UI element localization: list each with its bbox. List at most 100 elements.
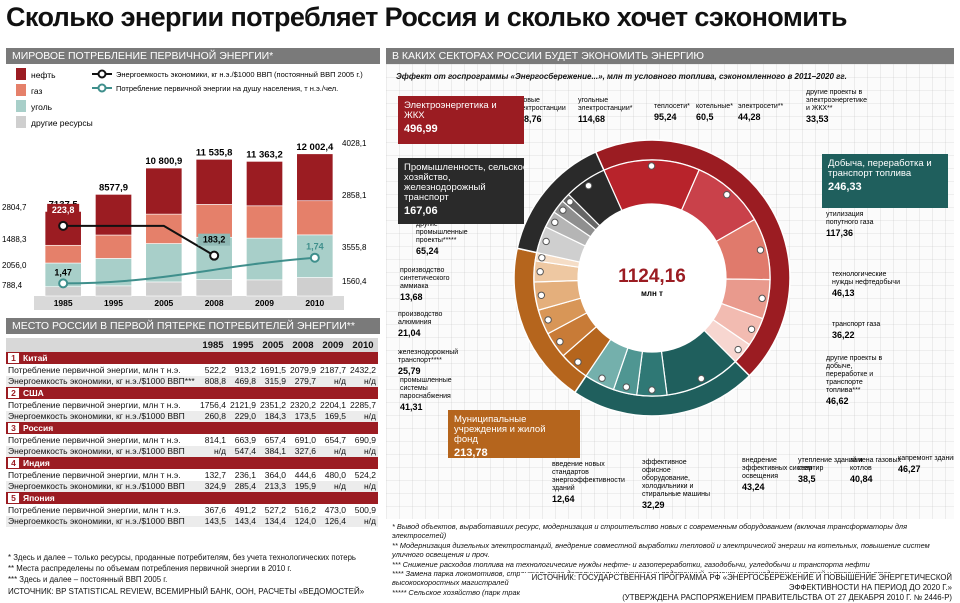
slice-marker xyxy=(598,374,606,382)
table-cell: 657,4 xyxy=(258,434,288,446)
slice-marker xyxy=(559,206,567,214)
country-row: 4 Индия xyxy=(6,457,378,469)
table-cell: 324,9 xyxy=(198,480,228,492)
footnote: *** Снижение расходов топлива на техноло… xyxy=(392,559,870,569)
table-cell: 169,5 xyxy=(318,410,348,422)
country-label: Россия xyxy=(23,423,54,433)
slice-value: 114,68 xyxy=(578,114,605,124)
per-capita-line xyxy=(63,256,315,285)
line-point xyxy=(58,278,69,289)
slice-name: газовые xyxy=(514,97,540,104)
donut-total: 1124,16 xyxy=(618,266,686,287)
slice-marker xyxy=(697,374,706,383)
right-axis-label: 4028,1 xyxy=(342,139,367,148)
left-axis-label: 788,4 xyxy=(2,281,23,290)
country-name: 5 Япония xyxy=(6,492,378,504)
slice-name: переработке и xyxy=(826,370,873,378)
x-axis-band xyxy=(34,296,344,310)
slice-marker xyxy=(648,386,656,394)
table-cell: 1691,5 xyxy=(258,364,288,376)
bar-segment xyxy=(246,237,283,281)
legend-label: Энергоемкость экономики, кг н.э./$1000 В… xyxy=(116,70,363,79)
bar-total-label: 8577,9 xyxy=(99,182,128,193)
table-cell: н/д xyxy=(198,445,228,457)
slice-name: промышленные xyxy=(416,229,468,236)
world-consumption-header: Мировое потребление первичной энергии* xyxy=(6,48,380,64)
table-cell: 195,9 xyxy=(288,480,318,492)
bar-segment xyxy=(296,277,334,297)
table-cell: н/д xyxy=(348,515,378,527)
bar-segment xyxy=(195,279,233,297)
legend-label: газ xyxy=(31,86,43,96)
row-label: Потребление первичной энергии, млн т н.э… xyxy=(6,504,198,516)
group-callout-name: Электроэнергетика и xyxy=(404,100,497,111)
table-cell: 1756,4 xyxy=(198,399,228,411)
slice-marker xyxy=(537,291,546,299)
slice-name: транспорте xyxy=(826,379,863,386)
slice-value: 21,04 xyxy=(398,328,421,338)
table-cell: 173,5 xyxy=(288,410,318,422)
table-cell: 279,7 xyxy=(288,375,318,387)
sectors-header: В каких секторах России будет экономить … xyxy=(386,48,954,64)
slice-marker xyxy=(566,198,574,206)
x-tick-label: 1985 xyxy=(54,298,73,308)
slice-name: электроэнергетике xyxy=(806,97,867,104)
left-source: ИСТОЧНИК: BP STATISTICAL REVIEW, ВСЕМИРН… xyxy=(8,587,365,596)
slice-marker xyxy=(544,316,552,324)
bar-segment xyxy=(246,161,283,207)
slice-value: 40,84 xyxy=(850,474,873,484)
bar-segment xyxy=(195,159,233,205)
bar-total-label: 12 002,4 xyxy=(296,142,334,153)
slice-value: 13,68 xyxy=(400,292,423,302)
legend-label: уголь xyxy=(31,102,53,112)
data-label: 1,47 xyxy=(54,267,72,277)
slice-marker xyxy=(622,383,631,391)
bar-segment xyxy=(296,200,334,236)
slice-name: другие xyxy=(416,221,438,228)
table-cell: н/д xyxy=(318,445,348,457)
table-row: Энергоемкость экономики, кг н.э./$1000 В… xyxy=(6,375,378,387)
slice-name: электростанции* xyxy=(578,105,633,112)
slice-name: синтетического xyxy=(400,275,450,282)
slice-marker xyxy=(747,325,756,334)
slice-value: 44,28 xyxy=(738,112,761,122)
slice-value: 33,53 xyxy=(806,114,829,124)
bar-segment xyxy=(95,234,132,259)
slice-name: введение новых xyxy=(552,461,605,468)
legend-label: Потребление первичной энергии на душу на… xyxy=(116,84,338,93)
table-cell: 473,0 xyxy=(318,504,348,516)
energy-intensity-line xyxy=(63,224,215,257)
table-cell: 2121,9 xyxy=(228,399,258,411)
group-callout-box xyxy=(448,410,580,458)
slice-name: технологические xyxy=(832,271,887,278)
country-row: 3 Россия xyxy=(6,422,378,434)
slice-name: производство xyxy=(400,267,445,274)
slice-marker xyxy=(542,237,550,246)
slice-value: 46,13 xyxy=(832,288,855,298)
country-label: США xyxy=(23,388,44,398)
table-cell: 2285,7 xyxy=(348,399,378,411)
row-label: Энергоемкость экономики, кг н.э./$1000 В… xyxy=(6,445,198,457)
bar-segment xyxy=(145,213,183,244)
country-label: Китай xyxy=(23,353,48,363)
table-row: Потребление первичной энергии, млн т н.э… xyxy=(6,399,378,411)
country-label: Япония xyxy=(23,493,55,503)
table-cell: 522,2 xyxy=(198,364,228,376)
group-callout-box xyxy=(398,96,524,144)
column-header: 1995 xyxy=(228,338,258,352)
slice-name: другие проекты в xyxy=(826,355,882,362)
slice-name: эффективное xyxy=(642,459,687,466)
slice-name: котлов xyxy=(850,465,872,472)
table-cell: 690,9 xyxy=(348,434,378,446)
slice-value: 65,24 xyxy=(416,246,439,256)
right-axis-label: 3555,8 xyxy=(342,243,367,252)
legend-swatch xyxy=(16,84,26,96)
slice-name: производство xyxy=(398,311,443,318)
column-header: 2010 xyxy=(348,338,378,352)
row-label: Энергоемкость экономики, кг н.э./$1000 В… xyxy=(6,410,198,422)
data-label-bg xyxy=(47,203,80,216)
slice-name: транспорт газа xyxy=(832,321,880,328)
column-header: 2008 xyxy=(288,338,318,352)
